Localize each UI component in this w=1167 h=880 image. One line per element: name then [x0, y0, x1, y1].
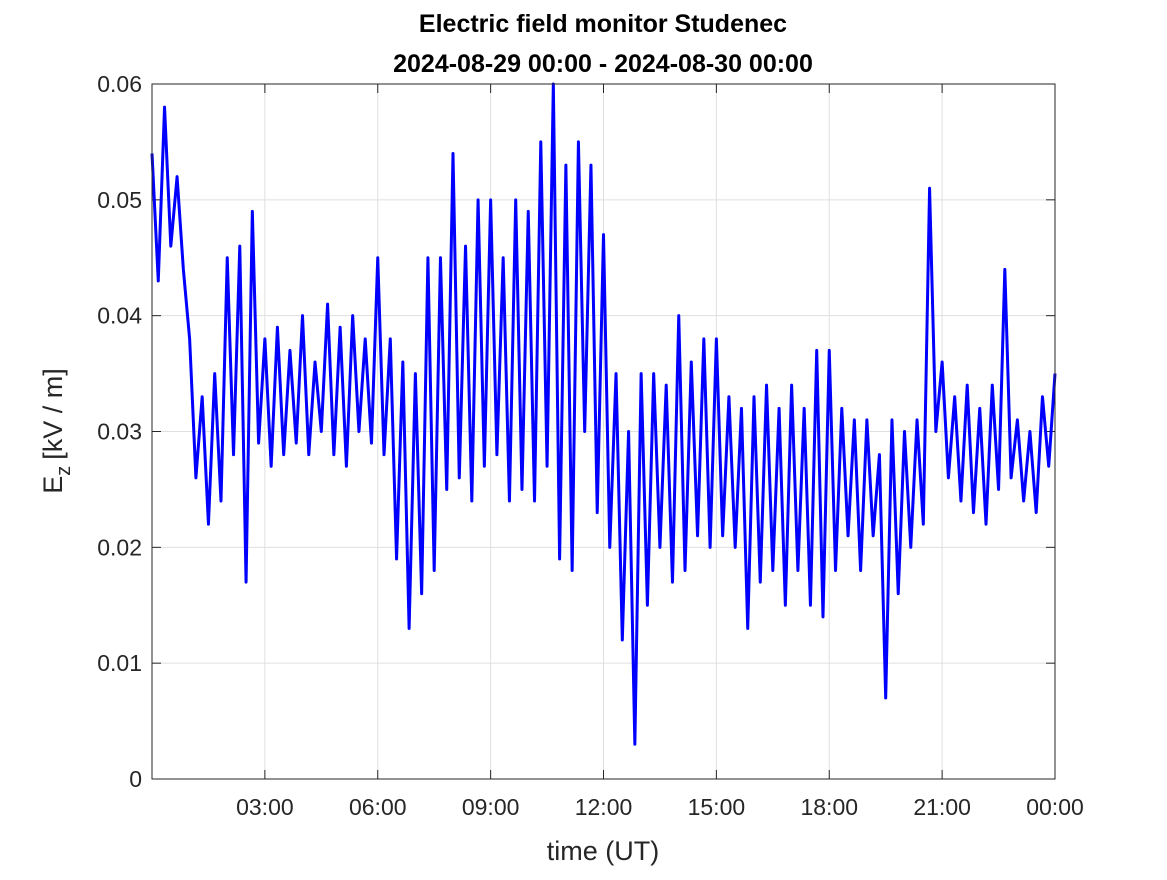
y-tick-label: 0.02	[97, 534, 142, 560]
y-tick-label: 0.01	[97, 650, 142, 676]
y-tick-label: 0.04	[97, 303, 142, 329]
y-axis-label: Ez [kV / m]	[38, 368, 75, 494]
x-tick-label: 12:00	[575, 794, 633, 820]
x-tick-label: 06:00	[349, 794, 407, 820]
y-tick-label: 0	[129, 766, 142, 792]
y-label-base: E	[38, 476, 68, 494]
chart-subtitle: 2024-08-29 00:00 - 2024-08-30 00:00	[393, 50, 813, 78]
x-tick-label: 21:00	[913, 794, 971, 820]
x-tick-label: 18:00	[800, 794, 858, 820]
data-line	[150, 82, 1057, 746]
x-tick-label: 00:00	[1026, 794, 1084, 820]
x-tick-label: 09:00	[462, 794, 520, 820]
y-tick-label: 0.06	[97, 71, 142, 97]
x-tick-label: 15:00	[688, 794, 746, 820]
y-tick-label: 0.05	[97, 187, 142, 213]
x-tick-label: 03:00	[236, 794, 294, 820]
y-label-unit: [kV / m]	[38, 368, 68, 460]
y-label-subscript: z	[53, 466, 75, 476]
x-axis-label: time (UT)	[547, 836, 659, 866]
y-tick-label: 0.03	[97, 419, 142, 445]
plot-frame	[151, 83, 1056, 780]
chart-title: Electric field monitor Studenec	[419, 10, 787, 38]
